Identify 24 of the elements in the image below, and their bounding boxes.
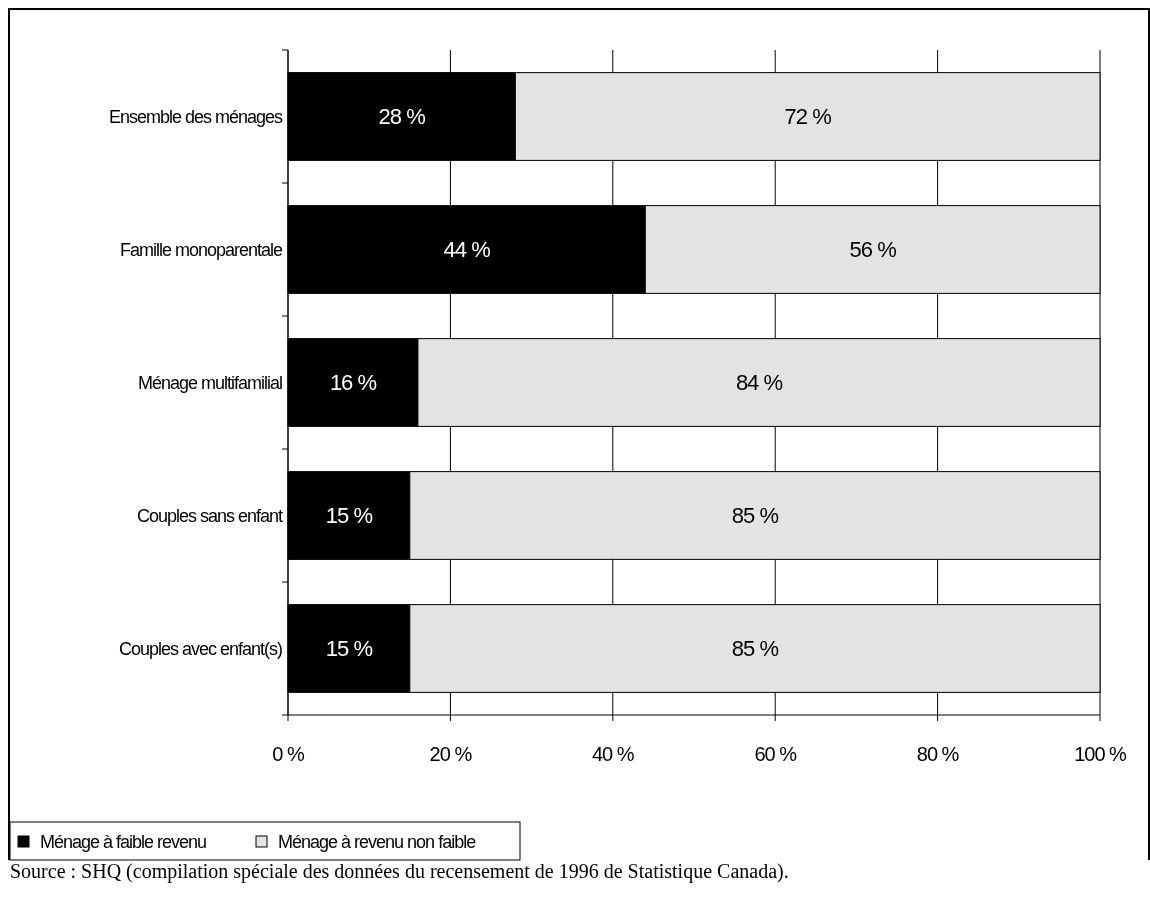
data-label: 16 % — [329, 370, 377, 396]
x-tick-label: 60 % — [754, 743, 798, 765]
x-tick-label: 40 % — [592, 743, 635, 765]
y-tick-label: Ensemble des ménages — [108, 106, 283, 127]
x-tick-label: 20 % — [429, 743, 473, 765]
legend-label: Ménage à revenu non faible — [278, 832, 477, 853]
data-label: 15 % — [325, 503, 373, 529]
legend-label: Ménage à faible revenu — [40, 832, 207, 853]
y-tick-label: Couples sans enfant — [136, 505, 283, 526]
data-label: 15 % — [325, 636, 373, 662]
y-tick-label: Famille monoparentale — [119, 239, 283, 260]
data-label: 72 % — [784, 104, 832, 130]
data-label: 85 % — [731, 636, 779, 662]
data-label: 85 % — [731, 503, 779, 529]
data-label: 44 % — [443, 237, 491, 263]
x-tick-label: 100 % — [1074, 743, 1128, 765]
data-label: 28 % — [378, 104, 426, 130]
source-note: Source : SHQ (compilation spéciale des données du recensement de 1996 de Statistique Canada). — [10, 860, 789, 883]
y-tick-label: Couples avec enfant(s) — [118, 638, 282, 659]
y-tick-label: Ménage multifamilial — [137, 372, 282, 393]
x-tick-label: 0 % — [272, 743, 305, 765]
data-label: 56 % — [849, 237, 897, 263]
data-label: 84 % — [735, 370, 783, 396]
x-tick-label: 80 % — [916, 743, 960, 765]
